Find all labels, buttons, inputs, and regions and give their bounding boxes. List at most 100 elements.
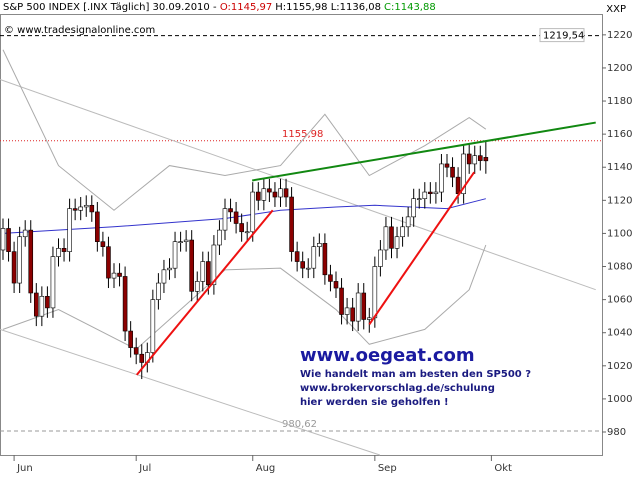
candle-body: [78, 206, 83, 211]
candle: [311, 236, 317, 279]
candle: [161, 259, 167, 293]
candle-body: [366, 317, 372, 320]
candle-body: [167, 267, 172, 271]
corner-label: XXP: [606, 4, 626, 15]
candle: [350, 297, 355, 332]
candle-body: [333, 281, 339, 289]
ad-line: www.brokervorschlag.de/schulung: [300, 383, 495, 394]
candle: [6, 218, 11, 262]
candle: [389, 216, 394, 259]
y-tick-label: 1140: [607, 162, 632, 173]
candle-body: [95, 211, 100, 242]
candle: [461, 144, 466, 204]
candle-body: [305, 267, 311, 270]
candle-body: [477, 155, 483, 161]
candle-body: [189, 239, 194, 292]
candle-body: [378, 249, 383, 267]
candle: [89, 195, 95, 222]
candle: [383, 216, 389, 260]
plot-area: 1219,54 1155,98 980,62: [0, 28, 602, 456]
candle-body: [311, 246, 317, 269]
candle-body: [411, 198, 416, 218]
candle: [289, 187, 294, 262]
candle-body: [300, 261, 305, 269]
x-tick-label: Jul: [138, 463, 151, 474]
candle: [405, 206, 411, 237]
candle: [416, 188, 422, 209]
trend-line: [368, 171, 476, 326]
candle-body: [200, 261, 206, 282]
indicator-line: [2, 244, 487, 350]
candle-body: [394, 236, 400, 249]
candle: [178, 231, 183, 252]
candle: [361, 283, 367, 330]
candle: [355, 283, 361, 332]
candle-body: [239, 223, 244, 233]
candle-body: [128, 330, 133, 348]
candle: [294, 241, 300, 272]
candle: [189, 230, 194, 302]
y-tick-label: 1160: [607, 129, 632, 140]
candle: [50, 246, 56, 318]
candle-body: [133, 347, 139, 355]
candle-body: [405, 216, 411, 228]
y-tick-label: 1060: [607, 295, 632, 306]
y-tick-label: 1220: [607, 30, 632, 41]
candle: [194, 271, 200, 302]
candle: [378, 240, 383, 277]
candle-body: [383, 226, 389, 251]
candle: [439, 153, 444, 202]
candle-body: [83, 204, 89, 208]
candle-body: [272, 191, 278, 198]
candle: [128, 321, 133, 358]
header: S&P 500 INDEX [.INX Täglich] 30.09.2010 …: [3, 2, 436, 13]
ad-line: hier werden sie geholfen !: [300, 397, 449, 408]
candle: [222, 198, 228, 241]
candle: [428, 182, 433, 204]
candle-body: [294, 251, 300, 262]
candle-body: [100, 241, 106, 247]
candle: [17, 226, 22, 293]
copyright: © www.tradesignalonline.com: [4, 25, 155, 36]
candle: [183, 230, 189, 252]
candle: [28, 220, 34, 303]
y-tick-label: 1080: [607, 262, 632, 273]
candle-body: [461, 153, 466, 195]
candle-body: [244, 231, 250, 234]
candle-body: [228, 208, 233, 213]
candle-body: [6, 228, 11, 252]
candle-body: [472, 155, 478, 165]
candle-body: [328, 274, 333, 282]
candle: [56, 238, 61, 267]
x-tick-label: Aug: [256, 463, 276, 474]
candle-body: [416, 198, 422, 200]
candle: [78, 197, 83, 221]
candle-body: [156, 282, 161, 300]
candle-body: [372, 266, 378, 319]
candle: [111, 263, 117, 289]
ad-line: Wie handelt man am besten den SP500 ?: [300, 369, 531, 380]
x-tick-label: Jun: [16, 463, 33, 474]
candle-body: [183, 239, 189, 242]
candle: [150, 289, 156, 363]
candle-body: [466, 153, 472, 165]
reference-label: 980,62: [282, 419, 317, 430]
candle-body: [455, 176, 461, 195]
channel-line: [0, 328, 380, 456]
candle-body: [17, 236, 22, 284]
candle-body: [444, 163, 450, 168]
candle: [83, 195, 89, 217]
candle-body: [261, 188, 267, 201]
candle-body: [61, 248, 67, 252]
candle: [300, 251, 305, 279]
candle-body: [350, 307, 355, 322]
candle-body: [400, 226, 405, 238]
candle-body: [389, 226, 394, 249]
candle: [339, 278, 344, 325]
candle-body: [355, 292, 361, 322]
candle: [450, 157, 455, 188]
candle-body: [433, 191, 439, 195]
plot-frame: [0, 14, 603, 456]
y-tick-label: 1200: [607, 63, 632, 74]
